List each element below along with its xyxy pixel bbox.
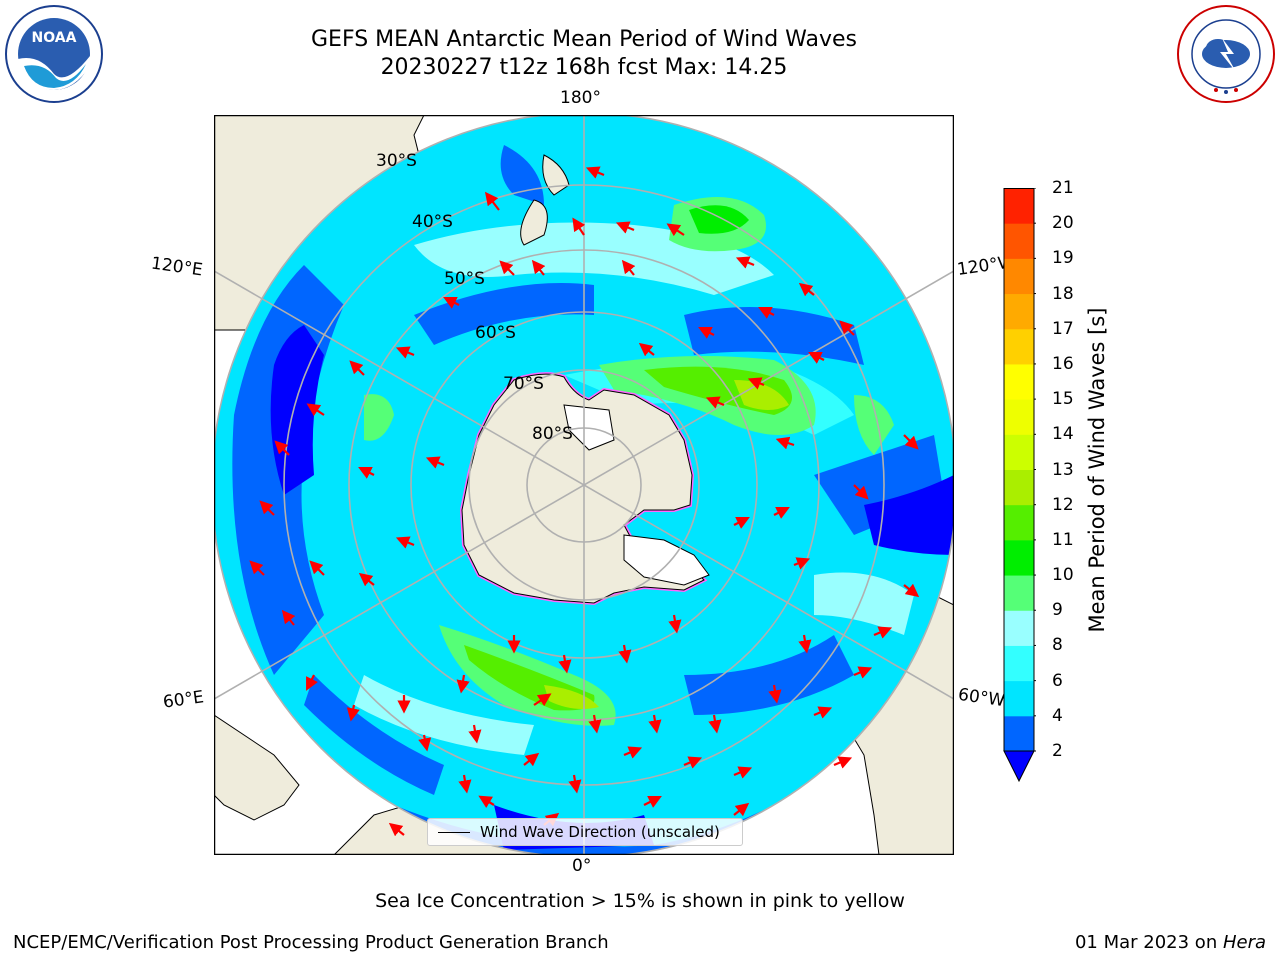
colorbar-segment <box>1004 223 1034 259</box>
lat-label-30s: 30°S <box>376 151 417 171</box>
colorbar-segment <box>1004 434 1034 470</box>
colorbar-tick-label: 12 <box>1052 494 1074 515</box>
colorbar-segment <box>1004 504 1034 541</box>
colorbar-tick-label: 8 <box>1052 635 1063 656</box>
colorbar-ticks: 2 4 6 8 9 10 11 12 13 14 15 16 17 18 19 20 21 <box>1052 178 1092 770</box>
colorbar-tick-label: 21 <box>1052 178 1074 198</box>
colorbar-tick-label: 13 <box>1052 459 1074 480</box>
map-frame <box>213 114 955 856</box>
colorbar-segment <box>1004 363 1034 400</box>
colorbar-segment <box>1004 293 1034 330</box>
colorbar-under-arrow <box>1003 750 1035 783</box>
colorbar-segment <box>1004 645 1034 682</box>
colorbar-tick-label: 20 <box>1052 213 1074 234</box>
nws-logo <box>1176 4 1276 104</box>
map-legend: Wind Wave Direction (unscaled) <box>427 818 743 846</box>
lon-label-60w: 60°W <box>956 684 1007 712</box>
legend-label: Wind Wave Direction (unscaled) <box>480 823 720 841</box>
svg-text:NOAA: NOAA <box>32 30 77 46</box>
colorbar-segment <box>1004 258 1034 295</box>
colorbar <box>1002 187 1038 783</box>
lat-label-70s: 70°S <box>503 374 544 394</box>
colorbar-tick-label: 10 <box>1052 565 1074 586</box>
colorbar-tick-label: 6 <box>1052 670 1063 691</box>
colorbar-segment <box>1004 328 1034 365</box>
chart-subtitle: 20230227 t12z 168h fcst Max: 14.25 <box>380 55 788 80</box>
lon-label-120e: 120°E <box>149 253 204 281</box>
colorbar-segment <box>1004 188 1034 224</box>
colorbar-tick-label: 14 <box>1052 424 1074 445</box>
lat-label-80s: 80°S <box>532 424 573 444</box>
credit-text: NCEP/EMC/Verification Post Processing Pr… <box>13 932 609 953</box>
colorbar-tick-label: 16 <box>1052 353 1074 374</box>
colorbar-segment <box>1004 610 1034 646</box>
colorbar-segment <box>1004 715 1034 752</box>
colorbar-tick-label: 9 <box>1052 600 1063 621</box>
lat-label-40s: 40°S <box>412 212 453 232</box>
colorbar-segment <box>1004 575 1034 611</box>
sea-ice-note: Sea Ice Concentration > 15% is shown in … <box>375 890 905 912</box>
colorbar-tick-label: 15 <box>1052 389 1074 410</box>
date-text: 01 Mar 2023 on Hera <box>1075 932 1266 953</box>
legend-line-swatch <box>438 831 470 833</box>
machine-name: Hera <box>1222 932 1266 953</box>
noaa-logo: NOAA <box>4 4 104 104</box>
date-prefix: 01 Mar 2023 on <box>1074 932 1223 953</box>
lon-label-60e: 60°E <box>161 687 206 713</box>
map-canvas <box>213 114 955 856</box>
lon-label-0: 0° <box>572 856 592 876</box>
colorbar-segment <box>1004 539 1034 576</box>
wind-wave-arrows <box>249 166 920 837</box>
colorbar-tick-label: 4 <box>1052 705 1063 726</box>
colorbar-segment <box>1004 680 1034 717</box>
colorbar-segment <box>1004 399 1034 435</box>
lat-label-60s: 60°S <box>475 323 516 343</box>
colorbar-tick-label: 19 <box>1052 248 1074 269</box>
lat-label-50s: 50°S <box>444 269 485 289</box>
colorbar-label: Mean Period of Wind Waves [s] <box>1085 307 1109 633</box>
colorbar-tick-label: 18 <box>1052 283 1074 304</box>
colorbar-tick-label: 17 <box>1052 318 1074 339</box>
chart-title: GEFS MEAN Antarctic Mean Period of Wind … <box>311 27 857 52</box>
colorbar-tick-label: 11 <box>1052 529 1074 550</box>
colorbar-tick-label: 2 <box>1052 741 1063 761</box>
lon-label-180: 180° <box>560 88 601 108</box>
colorbar-segment <box>1004 469 1034 506</box>
